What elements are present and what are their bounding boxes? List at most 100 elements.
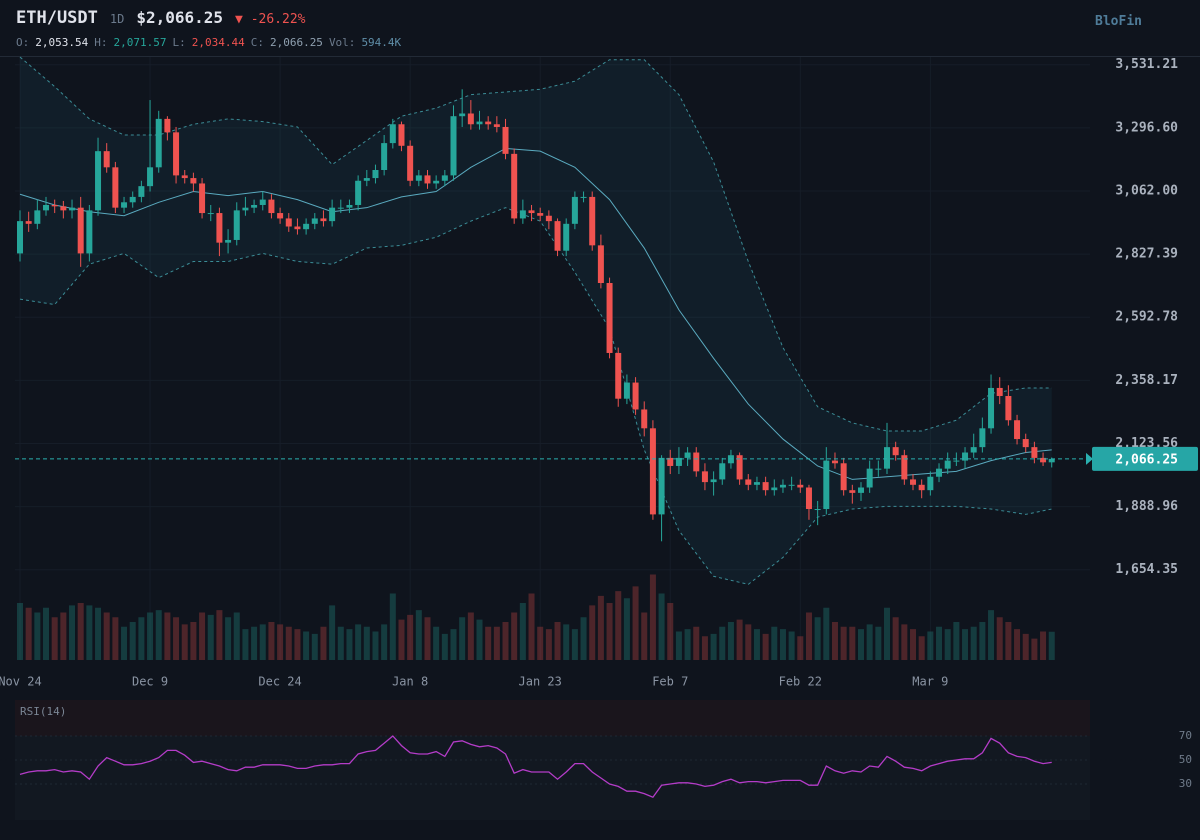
volume-bar bbox=[415, 610, 422, 660]
volume-bar bbox=[597, 595, 604, 660]
candle-body bbox=[910, 479, 917, 485]
candle-body bbox=[355, 180, 362, 205]
candle-body bbox=[43, 204, 50, 211]
candle-body bbox=[979, 428, 986, 448]
candle-body bbox=[537, 213, 544, 216]
volume-bar bbox=[545, 629, 552, 660]
candle-body bbox=[753, 482, 760, 485]
volume-bar bbox=[86, 605, 93, 660]
candle-body bbox=[268, 199, 275, 214]
x-tick-label: Jan 8 bbox=[392, 675, 428, 689]
volume-bar bbox=[467, 612, 474, 660]
y-tick-label: 2,358.17 bbox=[1115, 373, 1178, 388]
price: $2,066.25 bbox=[136, 8, 224, 27]
candle-body bbox=[450, 116, 457, 176]
volume-bar bbox=[155, 610, 162, 660]
volume-bar bbox=[554, 622, 561, 660]
ohlc-item: H: 2,071.57 bbox=[94, 36, 166, 49]
candle-body bbox=[181, 175, 188, 179]
volume-bar bbox=[303, 631, 310, 660]
volume-bar bbox=[831, 622, 838, 660]
ohlc-value: 2,034.44 bbox=[191, 36, 245, 49]
volume-bar bbox=[805, 612, 812, 660]
band-lower bbox=[19, 207, 1052, 585]
volume-bar bbox=[242, 629, 249, 660]
volume-bar bbox=[1048, 631, 1055, 660]
candle-body bbox=[155, 118, 162, 168]
candle-body bbox=[884, 447, 890, 469]
candle-body bbox=[86, 210, 93, 254]
ohlc-item: O: 2,053.54 bbox=[16, 36, 88, 49]
ohlc-label: C: bbox=[250, 36, 264, 49]
volume-bar bbox=[476, 619, 483, 660]
volume-bar bbox=[814, 617, 821, 660]
candle-body bbox=[996, 387, 1003, 397]
volume-bar bbox=[407, 614, 414, 660]
candle-body bbox=[606, 283, 613, 353]
candle-body bbox=[415, 175, 422, 181]
candle-body bbox=[953, 460, 960, 462]
brand: BloFin bbox=[1095, 14, 1142, 29]
candle-body bbox=[580, 196, 587, 198]
volume-bar bbox=[138, 617, 145, 660]
volume-bar bbox=[927, 631, 934, 660]
candle-body bbox=[251, 204, 258, 208]
volume-bar bbox=[580, 617, 587, 660]
volume-bar bbox=[43, 607, 50, 660]
candle-body bbox=[502, 126, 509, 154]
candle-body bbox=[363, 178, 370, 181]
candle-body bbox=[1014, 420, 1021, 440]
candle-body bbox=[936, 468, 943, 477]
candle-body bbox=[519, 210, 526, 219]
candle-body bbox=[545, 215, 552, 222]
ohlc-value: 2,053.54 bbox=[35, 36, 89, 49]
ohlc-item: L: 2,034.44 bbox=[172, 36, 244, 49]
candle-body bbox=[823, 460, 830, 510]
change: ▼ -26.22% bbox=[235, 12, 306, 27]
candle-body bbox=[788, 484, 795, 486]
volume-bar bbox=[892, 617, 899, 660]
volume-bar bbox=[962, 629, 969, 660]
volume-bar bbox=[849, 626, 856, 660]
price-tag-label: 2,066.25 bbox=[1115, 452, 1178, 467]
candle-body bbox=[441, 175, 448, 181]
volume-bar bbox=[294, 629, 301, 660]
header: ETH/USDT 1D $2,066.25 ▼ -26.22% O: 2,053.… bbox=[16, 8, 401, 49]
volume-bar bbox=[51, 617, 58, 660]
rsi-tick-label: 70 bbox=[1179, 729, 1192, 742]
volume-bar bbox=[268, 622, 275, 660]
rsi-overbought-zone bbox=[15, 700, 1090, 736]
volume-bar bbox=[606, 603, 613, 660]
volume-bar bbox=[1040, 631, 1047, 660]
candle-body bbox=[277, 213, 284, 219]
candle-body bbox=[381, 143, 388, 171]
volume-bar bbox=[103, 612, 110, 660]
ohlc-item: Vol: 594.4K bbox=[329, 36, 401, 49]
candle-body bbox=[285, 218, 292, 227]
volume-bar bbox=[502, 622, 509, 660]
ohlc-row: O: 2,053.54 H: 2,071.57 L: 2,034.44 C: 2,066.25… bbox=[16, 36, 401, 49]
candle-body bbox=[797, 484, 804, 488]
rsi-line bbox=[19, 735, 1052, 798]
candle-body bbox=[771, 487, 778, 491]
candle-body bbox=[294, 226, 301, 230]
volume-bar bbox=[1005, 622, 1012, 660]
volume-bar bbox=[996, 617, 1003, 660]
volume-bar bbox=[884, 607, 890, 660]
candle-body bbox=[684, 452, 691, 458]
candle-body bbox=[849, 490, 856, 493]
volume-bar bbox=[745, 624, 752, 660]
candle-body bbox=[233, 210, 240, 240]
candle-body bbox=[511, 153, 518, 219]
candle-body bbox=[329, 207, 336, 222]
candle-body bbox=[944, 460, 951, 469]
x-tick-label: Nov 24 bbox=[0, 675, 42, 689]
volume-bar bbox=[112, 617, 119, 660]
ohlc-item: C: 2,066.25 bbox=[251, 36, 323, 49]
candle-body bbox=[164, 118, 171, 133]
volume-bar bbox=[988, 610, 995, 660]
volume-bar bbox=[259, 624, 266, 660]
candle-body bbox=[649, 428, 656, 515]
volume-bar bbox=[398, 619, 405, 660]
ohlc-value: 2,066.25 bbox=[269, 36, 323, 49]
